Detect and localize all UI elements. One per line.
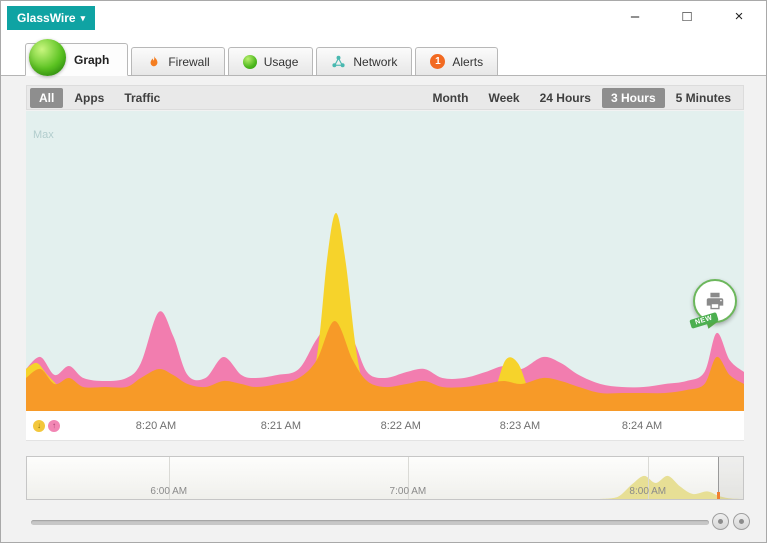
range-month[interactable]: Month (432, 90, 469, 105)
upload-legend-icon[interactable]: ↑ (48, 420, 60, 432)
x-axis-label: 8:20 AM (135, 420, 177, 432)
graph-toolbar: All Apps Traffic Month Week 24 Hours 3 H… (26, 85, 744, 110)
glasswire-menu-button[interactable]: GlassWire ▾ (7, 6, 96, 30)
filter-all[interactable]: All (30, 87, 64, 108)
tab-graph[interactable]: Graph (25, 39, 129, 76)
traffic-graph-panel[interactable]: Max NEW (26, 111, 744, 411)
minimap-gridline (407, 457, 409, 499)
series-history-hill (27, 475, 743, 499)
minimap-history-chart (27, 475, 743, 499)
filter-apps[interactable]: Apps (74, 90, 105, 105)
tab-alerts-label: Alerts (452, 54, 484, 69)
tab-usage-label: Usage (263, 54, 299, 69)
app-title: GlassWire (17, 11, 76, 25)
minimize-button[interactable]: – (630, 8, 640, 25)
timeline-scrollbar[interactable] (31, 520, 709, 525)
minimap-gridline (168, 457, 170, 499)
alert-count-badge: 1 (430, 54, 446, 69)
filter-traffic[interactable]: Traffic (124, 90, 161, 105)
download-legend-icon[interactable]: ↓ (33, 420, 45, 432)
usage-orb-icon (242, 54, 257, 69)
minimap-gridline (647, 457, 649, 499)
max-scale-label: Max (33, 129, 54, 141)
status-orb-icon (29, 39, 66, 76)
tab-network[interactable]: Network (316, 47, 413, 75)
print-feature-button[interactable]: NEW (689, 279, 741, 331)
range-week[interactable]: Week (488, 90, 520, 105)
series-traffic-orange (26, 321, 744, 411)
x-axis-label: 8:22 AM (380, 420, 421, 432)
range-24-hours[interactable]: 24 Hours (539, 90, 591, 105)
x-axis-label: 8:24 AM (621, 420, 663, 432)
close-button[interactable]: × (734, 8, 744, 25)
chevron-down-icon: ▾ (80, 12, 86, 23)
tab-usage[interactable]: Usage (227, 47, 314, 75)
x-axis-strip: ↓ ↑ 8:20 AM 8:21 AM 8:22 AM 8:23 AM 8:24 AM (26, 411, 744, 441)
tab-firewall[interactable]: Firewall (131, 47, 225, 75)
tab-alerts[interactable]: 1 Alerts (415, 47, 499, 75)
tab-network-label: Network (353, 54, 398, 69)
maximize-button[interactable]: □ (682, 8, 692, 25)
tab-graph-label: Graph (74, 52, 110, 67)
minimap-time-label: 8:00 AM (629, 486, 667, 497)
flame-icon (146, 54, 161, 69)
timeline-minimap[interactable]: 6:00 AM 7:00 AM 8:00 AM (26, 456, 744, 500)
timeline-zoom-handle-left[interactable] (712, 513, 729, 530)
x-axis-label: 8:21 AM (260, 420, 302, 432)
traffic-area-chart[interactable] (26, 111, 744, 411)
time-range-group: Month Week 24 Hours 3 Hours 5 Minutes (423, 87, 740, 108)
window-controls: – □ × (622, 5, 752, 29)
timeline-zoom-handle-right[interactable] (733, 513, 750, 530)
filter-group: All Apps Traffic (30, 87, 169, 108)
network-nodes-icon (331, 54, 346, 69)
minimap-selection[interactable] (716, 457, 743, 499)
tab-bar: Graph Firewall Usage Network 1 Alerts (1, 39, 766, 76)
x-axis-label: 8:23 AM (499, 420, 541, 432)
range-3-hours[interactable]: 3 Hours (601, 87, 665, 108)
range-5-minutes[interactable]: 5 Minutes (675, 90, 731, 105)
tab-firewall-label: Firewall (168, 54, 210, 69)
minimap-time-label: 7:00 AM (389, 486, 427, 497)
glasswire-window: GlassWire ▾ – □ × Graph Firewall Usage N… (0, 0, 767, 543)
minimap-time-label: 6:00 AM (150, 486, 188, 497)
